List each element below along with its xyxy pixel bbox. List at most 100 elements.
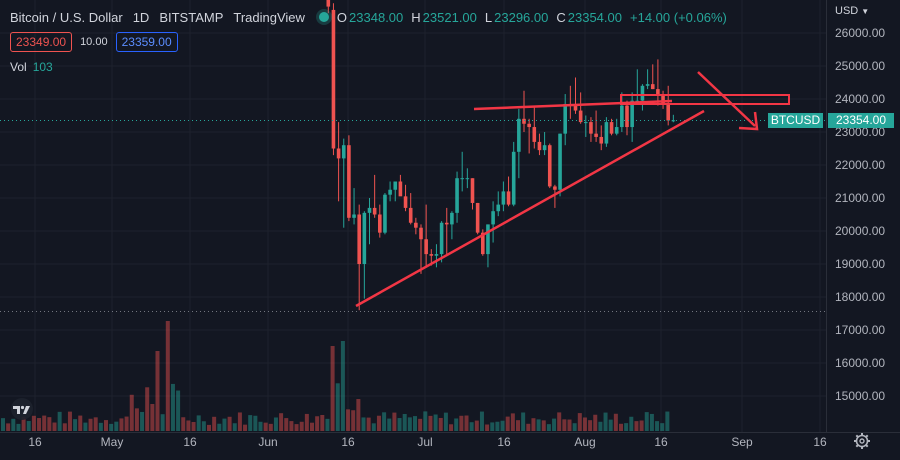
volume-bar [479,411,484,431]
price-tick-label: 21000.00 [835,191,885,205]
candlestick[interactable] [589,117,593,142]
candlestick[interactable] [460,151,464,192]
candle-body [419,227,423,240]
candlestick[interactable] [414,217,418,235]
candlestick[interactable] [542,132,547,156]
price-tick-label: 17000.00 [835,323,885,337]
interval-label[interactable]: 1D [132,9,150,25]
candlestick[interactable] [568,85,573,119]
candle-body [506,191,511,205]
candlestick[interactable] [372,174,377,218]
candlestick[interactable] [666,85,670,126]
candlestick[interactable] [419,224,423,274]
candlestick[interactable] [599,125,604,151]
candlestick[interactable] [444,207,449,255]
buy-price-button[interactable]: 23359.00 [115,32,178,52]
candlestick[interactable] [584,115,588,137]
candlestick[interactable] [362,211,367,299]
tradingview-logo-icon[interactable] [7,398,37,420]
candlestick[interactable] [501,181,506,212]
volume-bar [42,415,47,431]
candlestick[interactable] [496,191,501,217]
candlestick[interactable] [553,184,557,208]
candlestick[interactable] [604,117,609,147]
candlestick[interactable] [388,181,392,202]
candlestick[interactable] [393,181,398,202]
volume-bar [258,421,263,431]
candlestick[interactable] [408,193,413,225]
candle-body [609,122,614,134]
candlestick[interactable] [326,0,331,14]
candlestick[interactable] [378,204,382,238]
candlestick[interactable] [547,143,552,189]
sell-price-button[interactable]: 23349.00 [10,32,73,52]
volume-bar [340,341,345,431]
candlestick[interactable] [511,141,516,207]
volume-label[interactable]: Vol [10,60,27,74]
candlestick[interactable] [403,184,408,212]
candlestick[interactable] [424,204,428,266]
volume-bar [248,415,253,431]
change-value: +14.00 (+0.06%) [630,9,727,25]
currency-selector[interactable]: USD ▼ [835,5,869,17]
candle-body [558,133,562,190]
candlestick[interactable] [578,92,583,124]
chevron-down-icon: ▼ [861,6,870,16]
candlestick[interactable] [357,204,361,311]
volume-bar [402,413,407,431]
high-value: 23521.00 [422,9,477,25]
candlestick[interactable] [336,122,341,202]
candlestick[interactable] [661,90,665,109]
candle-body [470,178,475,203]
candle-body [527,123,531,128]
candlestick[interactable] [558,133,562,197]
candlestick[interactable] [470,178,475,210]
candlestick[interactable] [630,92,634,142]
downward-arrow-shaft [697,71,756,127]
time-tick-label: 16 [28,435,42,449]
candlestick[interactable] [527,118,531,154]
time-tick-label: Aug [574,435,595,449]
candlestick[interactable] [434,244,439,268]
candlestick[interactable] [491,201,495,243]
candlestick[interactable] [614,118,619,136]
candlestick[interactable] [352,188,356,225]
symbol-name[interactable]: Bitcoin / U.S. Dollar [10,9,123,25]
volume-bar [376,415,381,431]
candlestick[interactable] [594,110,598,142]
candlestick[interactable] [465,168,470,189]
price-tick-label: 15000.00 [835,389,885,403]
candlestick[interactable] [383,193,387,235]
candlestick[interactable] [573,77,578,114]
candlestick[interactable] [532,107,537,149]
gear-icon[interactable] [853,432,871,450]
volume-bar [459,415,464,431]
candlestick[interactable] [635,69,640,104]
candlestick[interactable] [656,59,660,106]
candle-body [645,84,650,86]
candle-body [393,181,398,190]
candlestick[interactable] [625,100,629,136]
candlestick[interactable] [450,211,454,240]
candlestick[interactable] [341,138,346,228]
candlestick[interactable] [331,3,336,156]
candlestick[interactable] [609,118,614,136]
candlestick[interactable] [522,90,526,132]
candlestick[interactable] [439,221,444,263]
candlestick[interactable] [650,64,655,90]
candlestick[interactable] [455,171,459,223]
candlestick[interactable] [367,198,372,245]
candlestick[interactable] [398,174,403,197]
candlestick[interactable] [537,133,542,156]
candle-body [666,103,670,121]
candlestick[interactable] [671,114,676,123]
volume-bar [526,423,531,431]
candlestick[interactable] [517,108,521,179]
candlestick[interactable] [645,69,650,90]
candlestick[interactable] [506,176,511,207]
candlestick[interactable] [563,94,567,146]
candlestick[interactable] [475,202,480,235]
candlestick[interactable] [640,84,645,111]
candlestick[interactable] [347,135,351,222]
